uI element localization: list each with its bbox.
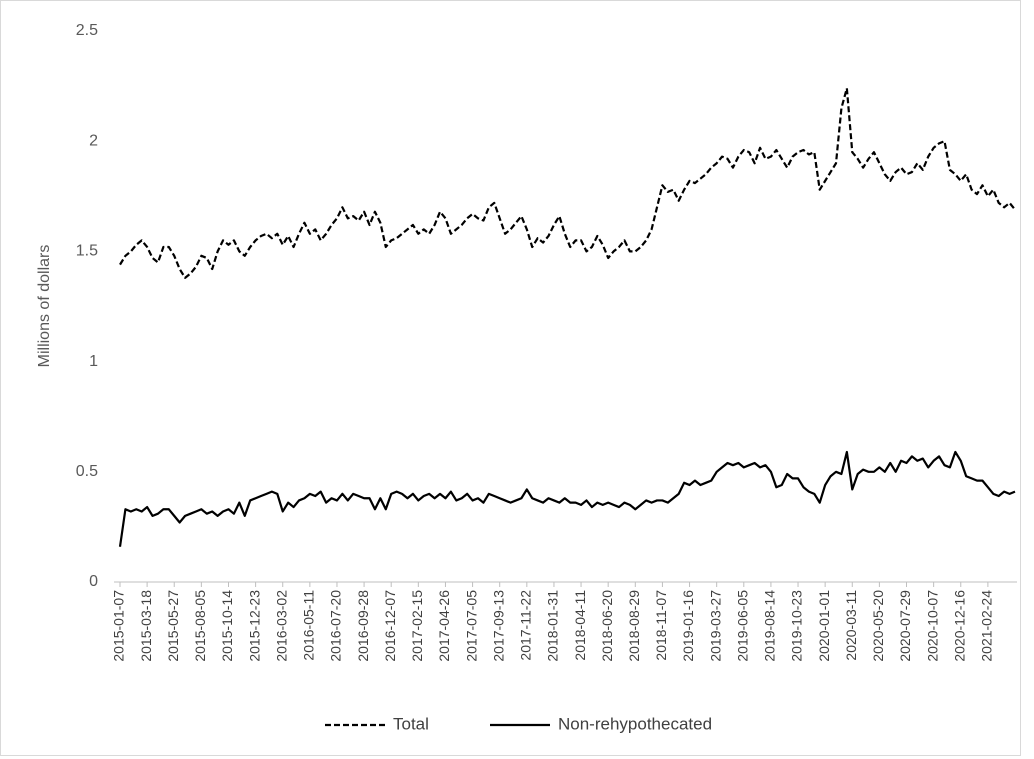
x-tick-label: 2020-10-07	[924, 590, 940, 662]
x-tick-label: 2015-12-23	[246, 590, 262, 662]
y-tick-label: 1	[89, 353, 98, 370]
x-tick-label: 2018-01-31	[545, 590, 561, 662]
x-tick-label: 2016-05-11	[301, 590, 317, 661]
x-tick-label: 2016-07-20	[328, 590, 344, 662]
series-line	[118, 450, 1016, 547]
x-tick-label: 2018-04-11	[572, 590, 588, 661]
x-tick-label: 2019-06-05	[734, 590, 750, 662]
x-tick-label: 2021-02-24	[979, 590, 995, 662]
x-tick-label: 2017-07-05	[463, 590, 479, 662]
x-tick-label: 2015-05-27	[165, 590, 181, 662]
x-tick-label: 2015-08-05	[192, 590, 208, 662]
x-tick-label: 2017-11-22	[518, 590, 534, 661]
y-axis-label: Millions of dollars	[36, 245, 53, 368]
x-tick-label: 2019-10-23	[789, 590, 805, 662]
x-tick-label: 2017-02-15	[409, 590, 425, 662]
x-tick-label: 2017-04-26	[436, 590, 452, 662]
legend-label: Non-rehypothecated	[558, 714, 712, 733]
series-line	[119, 87, 1016, 279]
x-tick-label: 2018-11-07	[653, 590, 669, 661]
y-tick-label: 1.5	[76, 243, 98, 260]
y-tick-label: 0	[89, 573, 98, 590]
y-tick-label: 2.5	[76, 22, 98, 39]
x-tick-label: 2020-03-11	[843, 590, 859, 661]
x-tick-label: 2016-03-02	[273, 590, 289, 662]
x-tick-label: 2017-09-13	[490, 590, 506, 662]
x-tick-label: 2019-08-14	[762, 590, 778, 662]
x-tick-label: 2018-08-29	[626, 590, 642, 662]
x-tick-label: 2019-03-27	[707, 590, 723, 662]
x-tick-label: 2019-01-16	[680, 590, 696, 662]
y-tick-label: 2	[89, 132, 98, 149]
x-tick-label: 2015-10-14	[219, 590, 235, 662]
x-tick-label: 2020-05-20	[870, 590, 886, 662]
x-tick-label: 2016-12-07	[382, 590, 398, 662]
x-tick-label: 2020-07-29	[897, 590, 913, 662]
legend-label: Total	[393, 714, 429, 733]
x-tick-label: 2020-01-01	[816, 590, 832, 662]
x-tick-label: 2016-09-28	[355, 590, 371, 662]
x-tick-label: 2018-06-20	[599, 590, 615, 662]
y-tick-label: 0.5	[76, 463, 98, 480]
x-tick-label: 2020-12-16	[951, 590, 967, 662]
x-tick-label: 2015-03-18	[138, 590, 154, 662]
x-tick-label: 2015-01-07	[111, 590, 127, 662]
